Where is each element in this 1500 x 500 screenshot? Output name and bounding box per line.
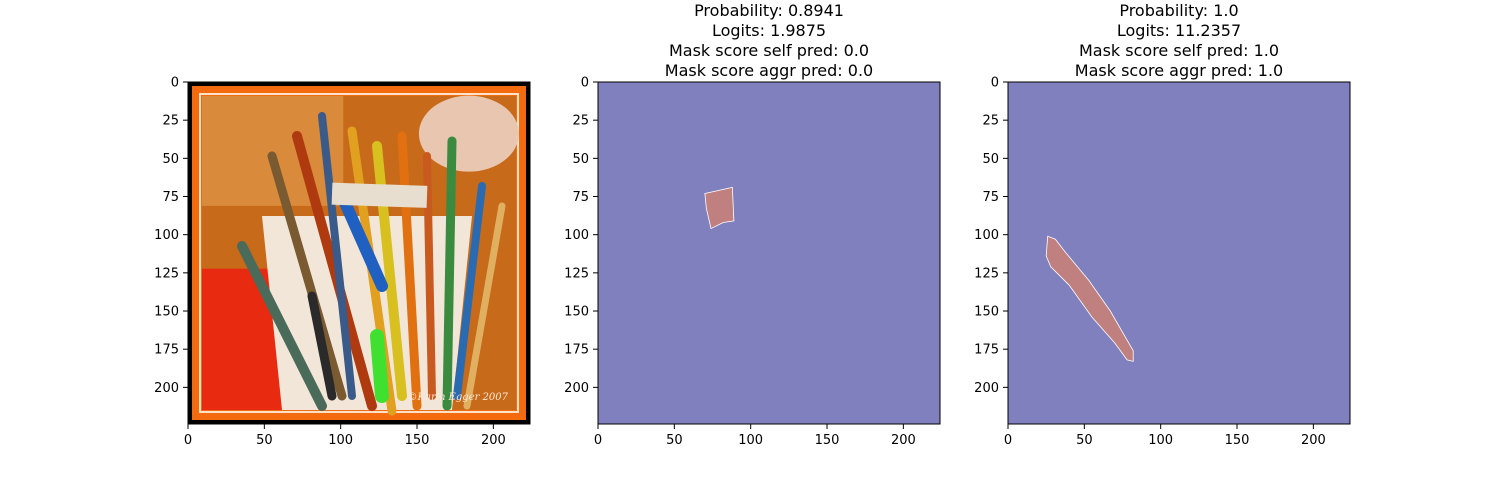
panel-title-line: Logits: 11.2357	[1117, 21, 1241, 40]
x-tick-label: 0	[594, 433, 602, 448]
y-tick-label: 75	[982, 190, 999, 205]
x-tick-label: 100	[738, 433, 763, 448]
x-tick-label: 200	[481, 433, 506, 448]
photo-brush	[292, 131, 377, 411]
photo-brush	[307, 291, 337, 401]
x-tick-label: 100	[328, 433, 353, 448]
y-tick-label: 150	[564, 305, 589, 320]
y-tick-label: 100	[974, 228, 999, 243]
axes-frame	[187, 81, 531, 425]
panel-1: ©Karin Egger 2007 0 50 100 150 200 0 25 50 75 100 1…	[154, 76, 531, 448]
x-tick-label: 50	[1076, 433, 1093, 448]
panel-title-line: Probability: 1.0	[1119, 1, 1238, 20]
y-tick-label: 200	[564, 381, 589, 396]
x-tick-label: 200	[1301, 433, 1326, 448]
y-tick-label: 50	[982, 152, 999, 167]
x-tick-label: 100	[1148, 433, 1173, 448]
panel-title-line: Mask score aggr pred: 1.0	[1075, 61, 1283, 80]
x-tick-label: 50	[666, 433, 683, 448]
panel-title-line: Probability: 0.8941	[694, 1, 844, 20]
photo-roller	[331, 182, 428, 208]
y-tick-label: 25	[982, 114, 999, 129]
photo-brush	[336, 190, 388, 292]
panel-title-line: Mask score aggr pred: 0.0	[665, 61, 873, 80]
x-tick-label: 200	[891, 433, 916, 448]
photo-brush	[318, 112, 356, 400]
y-tick-label: 75	[162, 190, 179, 205]
photo-brush	[237, 241, 327, 411]
photo-brush	[463, 202, 506, 410]
photo-frame-line	[199, 93, 519, 413]
photo-bucket	[262, 216, 472, 410]
x-tick-label: 150	[815, 433, 840, 448]
x-tick-label: 150	[1225, 433, 1250, 448]
panel-title-line: Mask score self pred: 1.0	[1079, 41, 1279, 60]
photo-brush	[442, 136, 457, 411]
y-tick-label: 100	[564, 228, 589, 243]
y-tick-label: 125	[564, 266, 589, 281]
y-tick-label: 125	[154, 266, 179, 281]
y-tick-label: 0	[991, 76, 999, 91]
panel-title-line: Mask score self pred: 0.0	[669, 41, 869, 60]
y-tick-label: 50	[572, 152, 589, 167]
y-tick-label: 125	[974, 266, 999, 281]
axes-frame	[1007, 81, 1351, 425]
photo-bucket-back	[418, 95, 519, 172]
photo-signature: ©Karin Egger 2007	[408, 392, 509, 403]
photo-brush	[397, 131, 422, 411]
y-tick-label: 25	[162, 114, 179, 129]
mask-region	[704, 186, 735, 230]
y-tick-label: 0	[581, 76, 589, 91]
y-tick-label: 0	[171, 76, 179, 91]
x-tick-label: 0	[184, 433, 192, 448]
y-tick-label: 100	[154, 228, 179, 243]
y-tick-label: 150	[154, 305, 179, 320]
y-tick-label: 200	[974, 381, 999, 396]
y-tick-label: 175	[154, 343, 179, 358]
photo-brush	[370, 329, 389, 403]
x-tick-label: 50	[256, 433, 273, 448]
y-tick-label: 175	[564, 343, 589, 358]
photo-brush	[267, 151, 347, 401]
paintbrush-photo: ©Karin Egger 2007	[188, 82, 530, 424]
y-tick-label: 75	[572, 190, 589, 205]
x-tick-label: 150	[405, 433, 430, 448]
mask-background	[598, 82, 940, 424]
y-tick-label: 175	[974, 343, 999, 358]
x-tick-label: 0	[1004, 433, 1012, 448]
y-tick-label: 50	[162, 152, 179, 167]
photo-brush	[423, 152, 436, 400]
panel-title-line: Logits: 1.9875	[712, 21, 826, 40]
y-tick-label: 200	[154, 381, 179, 396]
photo-brush	[453, 182, 486, 400]
mask-region	[1045, 235, 1134, 362]
y-tick-label: 150	[974, 305, 999, 320]
y-tick-label: 25	[572, 114, 589, 129]
axes-frame	[597, 81, 941, 425]
